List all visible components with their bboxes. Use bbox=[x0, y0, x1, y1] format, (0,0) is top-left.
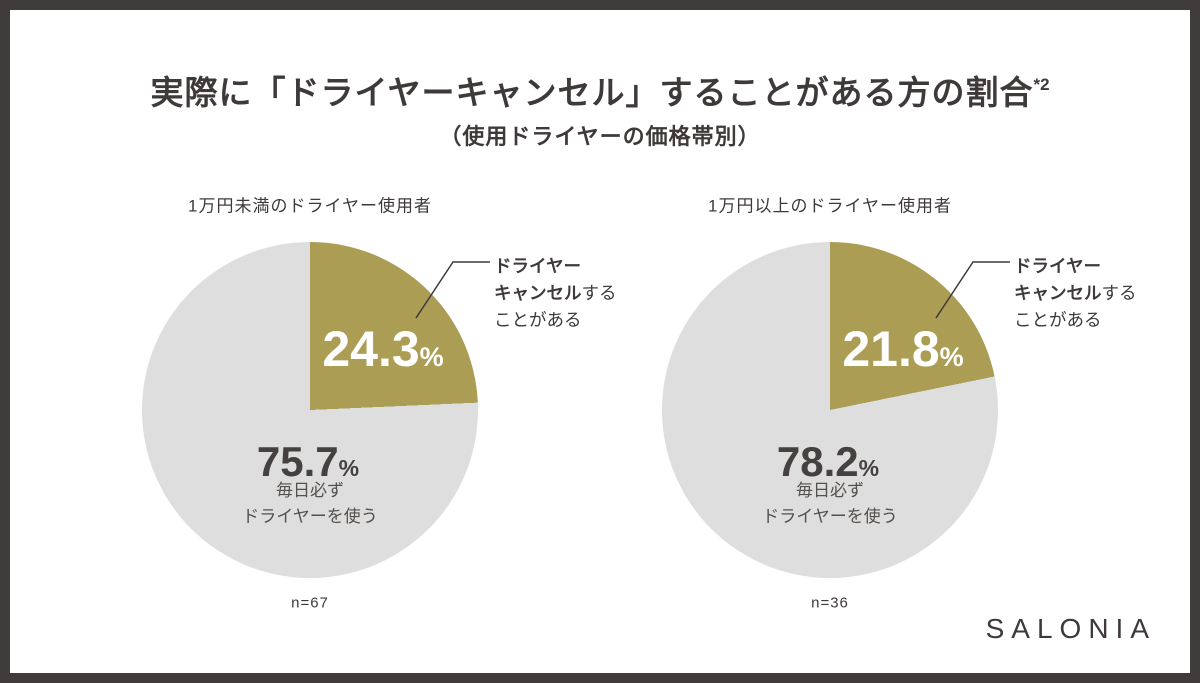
callout-line1: ドライヤー bbox=[494, 256, 581, 276]
gold-slice-percentage: 24.3% bbox=[322, 324, 443, 374]
chart-heading: 1万円未満のドライヤー使用者 bbox=[188, 196, 432, 216]
callout-line2-regular: する bbox=[581, 283, 617, 303]
gold-slice-percentage: 21.8% bbox=[842, 324, 963, 374]
callout-line2-bold: キャンセル bbox=[494, 283, 582, 303]
daily-use-label-line2: ドライヤーを使う bbox=[242, 507, 378, 526]
callout-line3: ことがある bbox=[1014, 310, 1102, 330]
callout-line1: ドライヤー bbox=[1014, 256, 1101, 276]
gold-percent-value: 21.8 bbox=[842, 321, 940, 377]
percent-sign: % bbox=[858, 455, 880, 481]
callout-leader-line bbox=[935, 261, 1010, 319]
daily-use-label: 毎日必ず ドライヤーを使う bbox=[762, 478, 898, 530]
percent-sign: % bbox=[419, 342, 444, 372]
chart-heading: 1万円以上のドライヤー使用者 bbox=[708, 196, 952, 216]
percent-sign: % bbox=[338, 455, 360, 481]
callout-line2-regular: する bbox=[1101, 283, 1137, 303]
chart-block-over-10k: 1万円以上のドライヤー使用者 21.8% 78.2% 毎日必ず ドライヤーを使う… bbox=[662, 197, 1137, 612]
callout-text: ドライヤー キャンセルする ことがある bbox=[494, 253, 617, 334]
page-subtitle: （使用ドライヤーの価格帯別） bbox=[439, 124, 761, 149]
gray-percent-value: 75.7 bbox=[256, 438, 339, 485]
chart-block-under-10k: 1万円未満のドライヤー使用者 24.3% 75.7% 毎日必ず ドライヤーを使う… bbox=[142, 197, 617, 612]
callout-line2-bold: キャンセル bbox=[1014, 283, 1102, 303]
pie-chart bbox=[142, 242, 478, 578]
daily-use-label-line1: 毎日必ず bbox=[796, 481, 864, 500]
brand-logo: SALONIA bbox=[985, 613, 1156, 644]
callout-text: ドライヤー キャンセルする ことがある bbox=[1014, 253, 1137, 334]
sample-size: n=67 bbox=[291, 594, 329, 612]
percent-sign: % bbox=[939, 342, 964, 372]
gold-percent-value: 24.3 bbox=[322, 321, 420, 377]
pie-chart bbox=[662, 242, 998, 578]
gray-percent-value: 78.2 bbox=[776, 438, 859, 485]
page-title-text: 実際に「ドライヤーキャンセル」することがある方の割合 bbox=[150, 74, 1034, 111]
sample-size: n=36 bbox=[811, 594, 849, 612]
daily-use-label-line1: 毎日必ず bbox=[276, 481, 344, 500]
page-title: 実際に「ドライヤーキャンセル」することがある方の割合*2 bbox=[0, 66, 1200, 114]
daily-use-label: 毎日必ず ドライヤーを使う bbox=[242, 478, 378, 530]
gray-slice-percentage: 75.7% bbox=[257, 441, 359, 483]
daily-use-label-line2: ドライヤーを使う bbox=[762, 507, 898, 526]
callout-leader-line bbox=[415, 261, 490, 319]
gray-slice-percentage: 78.2% bbox=[777, 441, 879, 483]
callout-line3: ことがある bbox=[494, 310, 582, 330]
title-footnote-marker: *2 bbox=[1033, 75, 1050, 94]
